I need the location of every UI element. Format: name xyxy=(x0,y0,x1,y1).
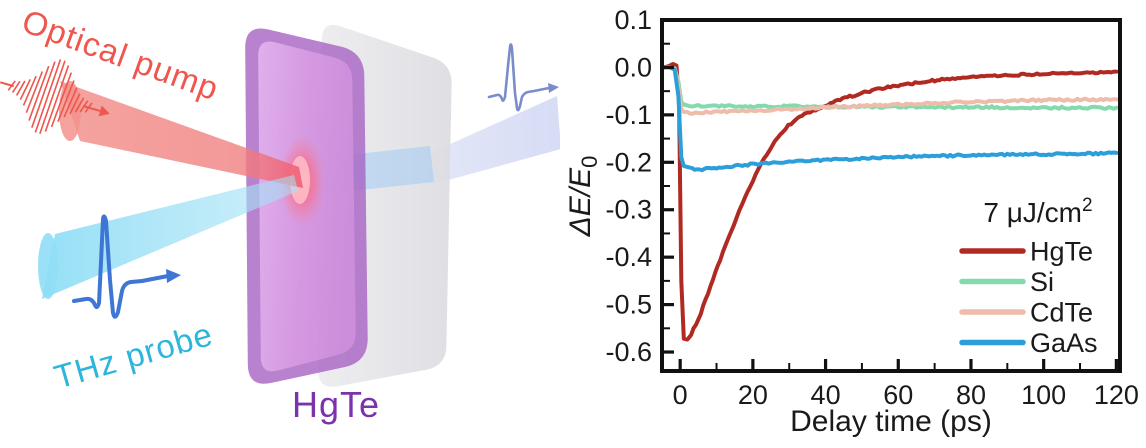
series-curve-hgte xyxy=(660,62,1119,342)
y-tick-label: 0.0 xyxy=(614,52,652,82)
transmitted-pulse-path xyxy=(487,43,551,112)
pulse-burst-line xyxy=(74,97,85,113)
transmitted-beam xyxy=(428,96,560,184)
x-tick-label: 80 xyxy=(956,380,986,410)
axis-ticks: 0 20 40 60 80 100 120 0.1 0.0 -0.1 -0.2 -0.3 -0.4 -0.… xyxy=(605,5,1138,410)
thz-pulse-arrowhead xyxy=(166,269,181,283)
y-tick-label: -0.1 xyxy=(605,100,652,130)
pulse-burst-line xyxy=(57,80,75,123)
legend-label-si: Si xyxy=(1030,267,1054,297)
fluence-annotation: 7 μJ/cm2 xyxy=(983,195,1092,228)
transmitted-pulse-arrowhead xyxy=(548,83,559,93)
pump-pulse-icon xyxy=(0,59,110,134)
pump-beam xyxy=(60,81,303,188)
plot-frame xyxy=(660,18,1122,373)
y-tick-label: -0.6 xyxy=(605,337,652,367)
pulse-burst-line xyxy=(28,65,50,121)
pulse-burst-line xyxy=(82,105,101,112)
thz-pulse-path xyxy=(72,214,170,319)
pulse-burst-arrowhead xyxy=(98,105,110,117)
x-tick-label: 60 xyxy=(883,380,913,410)
series-curve-cdte xyxy=(660,65,1119,116)
x-tick-label: 40 xyxy=(811,380,841,410)
pulse-burst-line xyxy=(25,71,44,113)
pulse-burst-line xyxy=(39,60,66,134)
x-tick-label: 100 xyxy=(1021,380,1066,410)
sample-name-label: HgTe xyxy=(292,384,381,425)
x-tick-label: 0 xyxy=(673,380,688,410)
pulse-burst-line xyxy=(31,61,56,128)
diagram-panel: Optical pump THz probe HgTe xyxy=(0,0,560,448)
y-axis-label: ΔE/E0 xyxy=(564,156,602,238)
pulse-burst-line xyxy=(50,72,73,128)
x-tick-label: 120 xyxy=(1094,380,1139,410)
pulse-burst-line xyxy=(63,87,78,118)
pulse-burst-line xyxy=(19,78,32,100)
legend-label-cdte: CdTe xyxy=(1030,298,1093,328)
x-tick-label: 20 xyxy=(738,380,768,410)
diagram-graphics xyxy=(0,24,560,387)
pulse-burst-line xyxy=(15,80,26,96)
legend-label-gaas: GaAs xyxy=(1030,328,1098,358)
pulse-burst-line xyxy=(69,93,81,115)
pulse-burst-line xyxy=(11,80,21,93)
probe-beam xyxy=(42,175,298,299)
y-tick-label: 0.1 xyxy=(614,5,652,35)
y-tick-label: -0.4 xyxy=(605,242,652,272)
y-tick-label: -0.3 xyxy=(605,195,652,225)
pulse-burst-line xyxy=(22,75,37,106)
legend-label-hgte: HgTe xyxy=(1030,237,1093,267)
pulse-burst-line xyxy=(34,59,62,133)
pulse-burst-line xyxy=(0,81,14,88)
transmitted-pulse-icon xyxy=(487,43,559,112)
pulse-burst-line xyxy=(44,65,70,132)
chart-panel: 0 20 40 60 80 100 120 0.1 0.0 -0.1 -0.2 -0.3 -0.4 -0.… xyxy=(564,5,1139,438)
thz-pulse-waveform-icon xyxy=(72,214,181,319)
series-curve-gaas xyxy=(660,65,1119,173)
x-axis-label: Delay time (ps) xyxy=(790,405,992,438)
y-tick-label: -0.2 xyxy=(605,147,652,177)
y-tick-label: -0.5 xyxy=(605,290,652,320)
